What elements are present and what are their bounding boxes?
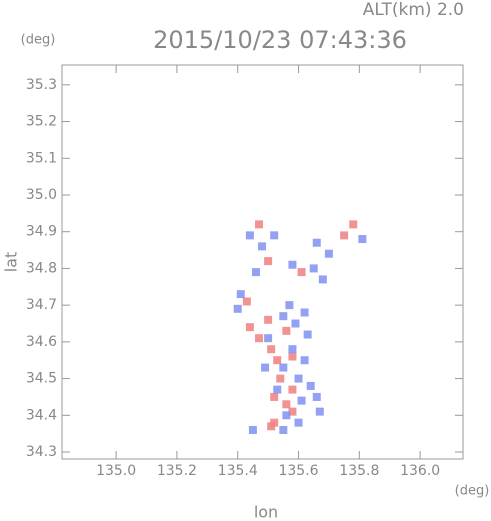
chart-title: 2015/10/23 07:43:36 [153,26,407,54]
data-point [300,356,309,365]
x-tick-label: 135.8 [339,463,379,479]
data-point [264,334,273,343]
data-point [261,363,270,372]
data-point [306,381,315,390]
data-point [242,297,251,306]
data-point [288,407,297,416]
data-point [245,231,254,240]
data-point [270,392,279,401]
y-axis-label: lat [2,252,21,273]
data-point [312,238,321,247]
data-point [236,290,245,299]
y-tick-label: 34.6 [26,334,57,350]
y-tick-label: 34.4 [26,407,57,423]
data-point [255,334,264,343]
x-tick-label: 135.4 [218,463,258,479]
data-point [309,264,318,273]
y-tick-label: 34.5 [26,371,57,387]
data-point [315,407,324,416]
y-tick-label: 35.0 [26,187,57,203]
data-point [288,385,297,394]
data-point [276,374,285,383]
data-point [340,231,349,240]
data-point [318,275,327,284]
data-point [282,411,291,420]
x-unit: (deg) [455,484,490,499]
data-point [288,260,297,269]
data-point [251,268,260,277]
x-axis-label: lon [254,503,278,521]
data-point [279,425,288,434]
data-point [358,235,367,244]
y-tick-label: 34.8 [26,260,57,276]
data-point [255,220,264,229]
data-point [300,308,309,317]
data-point [285,301,294,310]
data-point [273,356,282,365]
data-point [297,268,306,277]
data-point [279,363,288,372]
data-point [264,315,273,324]
data-point [279,312,288,321]
y-tick-label: 34.7 [26,297,57,313]
y-unit: (deg) [21,33,56,48]
data-point [324,249,333,258]
x-tick-label: 135.0 [96,463,136,479]
data-point [270,231,279,240]
data-point [273,385,282,394]
data-point [267,345,276,354]
data-point [297,396,306,405]
y-tick-label: 35.1 [26,150,57,166]
data-point [303,330,312,339]
data-point [294,374,303,383]
data-point [288,345,297,354]
data-point [312,392,321,401]
x-tick-label: 136.0 [400,463,440,479]
data-point [291,319,300,328]
data-point [282,326,291,335]
data-point [248,425,257,434]
altitude-label: ALT(km) 2.0 [363,0,464,20]
y-tick-label: 35.3 [26,77,57,93]
data-point [233,304,242,313]
plot-frame [61,64,464,460]
data-point [282,400,291,409]
data-point [267,422,276,431]
data-point [245,323,254,332]
data-point [349,220,358,229]
data-point [294,418,303,427]
x-tick-label: 135.2 [157,463,197,479]
data-point [258,242,267,251]
x-tick-label: 135.6 [278,463,318,479]
y-tick-label: 34.3 [26,444,57,460]
y-tick-label: 35.2 [26,114,57,130]
y-tick-label: 34.9 [26,224,57,240]
data-point [264,257,273,266]
data-point [288,352,297,361]
